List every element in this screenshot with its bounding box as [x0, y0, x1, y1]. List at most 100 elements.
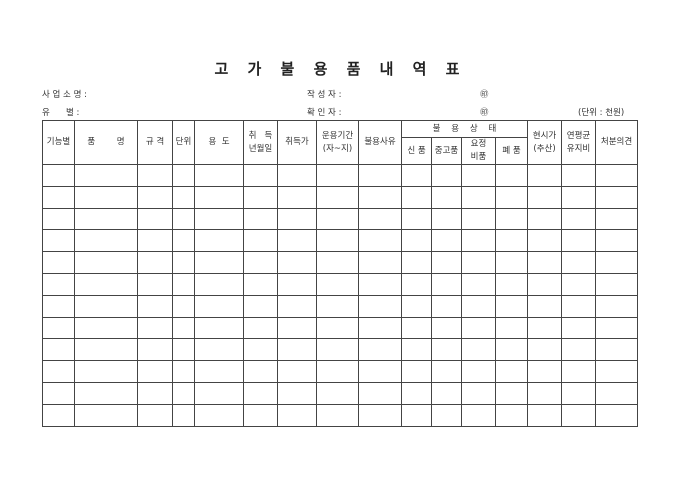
table-cell[interactable] — [137, 294, 173, 318]
table-cell[interactable] — [358, 316, 402, 340]
table-cell[interactable] — [461, 207, 496, 231]
table-cell[interactable] — [243, 272, 278, 296]
table-cell[interactable] — [277, 185, 317, 209]
table-cell[interactable] — [172, 207, 195, 231]
table-cell[interactable] — [527, 251, 563, 274]
table-cell[interactable] — [74, 251, 138, 274]
table-cell[interactable] — [137, 229, 173, 253]
table-cell[interactable] — [243, 338, 278, 362]
table-cell[interactable] — [561, 207, 597, 231]
table-cell[interactable] — [243, 185, 278, 209]
table-cell[interactable] — [561, 164, 597, 187]
table-cell[interactable] — [431, 185, 462, 209]
table-cell[interactable] — [42, 294, 75, 318]
table-cell[interactable] — [461, 381, 496, 405]
table-cell[interactable] — [194, 381, 244, 405]
table-cell[interactable] — [494, 381, 529, 405]
table-cell[interactable] — [172, 316, 195, 340]
table-cell[interactable] — [401, 403, 432, 427]
table-cell[interactable] — [74, 316, 138, 340]
table-cell[interactable] — [401, 251, 432, 274]
table-cell[interactable] — [243, 360, 278, 383]
table-cell[interactable] — [194, 229, 244, 253]
table-cell[interactable] — [172, 251, 195, 274]
table-cell[interactable] — [527, 316, 563, 340]
table-cell[interactable] — [494, 360, 529, 383]
table-cell[interactable] — [316, 294, 359, 318]
table-cell[interactable] — [561, 360, 597, 383]
table-cell[interactable] — [316, 381, 359, 405]
table-cell[interactable] — [527, 403, 563, 427]
table-cell[interactable] — [243, 381, 278, 405]
table-cell[interactable] — [137, 403, 173, 427]
table-cell[interactable] — [137, 360, 173, 383]
table-cell[interactable] — [316, 251, 359, 274]
table-cell[interactable] — [316, 272, 359, 296]
table-cell[interactable] — [401, 229, 432, 253]
table-cell[interactable] — [277, 403, 317, 427]
table-cell[interactable] — [137, 251, 173, 274]
table-cell[interactable] — [527, 381, 563, 405]
table-cell[interactable] — [461, 403, 496, 427]
table-cell[interactable] — [401, 316, 432, 340]
table-cell[interactable] — [595, 164, 639, 187]
table-cell[interactable] — [277, 381, 317, 405]
table-cell[interactable] — [172, 338, 195, 362]
table-cell[interactable] — [431, 294, 462, 318]
table-cell[interactable] — [494, 272, 529, 296]
table-cell[interactable] — [316, 185, 359, 209]
table-cell[interactable] — [74, 338, 138, 362]
table-cell[interactable] — [42, 229, 75, 253]
table-cell[interactable] — [431, 229, 462, 253]
table-cell[interactable] — [277, 338, 317, 362]
table-cell[interactable] — [243, 403, 278, 427]
table-cell[interactable] — [194, 164, 244, 187]
table-cell[interactable] — [431, 403, 462, 427]
table-cell[interactable] — [137, 185, 173, 209]
table-cell[interactable] — [561, 381, 597, 405]
table-cell[interactable] — [401, 272, 432, 296]
table-cell[interactable] — [74, 360, 138, 383]
table-cell[interactable] — [316, 403, 359, 427]
table-cell[interactable] — [461, 251, 496, 274]
table-cell[interactable] — [74, 207, 138, 231]
table-cell[interactable] — [194, 185, 244, 209]
table-cell[interactable] — [277, 316, 317, 340]
table-cell[interactable] — [431, 338, 462, 362]
table-cell[interactable] — [494, 251, 529, 274]
table-cell[interactable] — [561, 294, 597, 318]
table-cell[interactable] — [401, 338, 432, 362]
table-cell[interactable] — [42, 164, 75, 187]
table-cell[interactable] — [194, 403, 244, 427]
table-cell[interactable] — [461, 338, 496, 362]
table-cell[interactable] — [277, 294, 317, 318]
table-cell[interactable] — [595, 338, 639, 362]
table-cell[interactable] — [42, 338, 75, 362]
table-cell[interactable] — [595, 251, 639, 274]
table-cell[interactable] — [595, 381, 639, 405]
table-cell[interactable] — [316, 338, 359, 362]
table-cell[interactable] — [74, 229, 138, 253]
table-cell[interactable] — [595, 229, 639, 253]
table-cell[interactable] — [431, 360, 462, 383]
table-cell[interactable] — [595, 185, 639, 209]
table-cell[interactable] — [401, 185, 432, 209]
table-cell[interactable] — [172, 403, 195, 427]
table-cell[interactable] — [42, 316, 75, 340]
table-cell[interactable] — [358, 294, 402, 318]
table-cell[interactable] — [137, 381, 173, 405]
table-cell[interactable] — [595, 316, 639, 340]
table-cell[interactable] — [42, 207, 75, 231]
table-cell[interactable] — [401, 381, 432, 405]
table-cell[interactable] — [316, 164, 359, 187]
table-cell[interactable] — [494, 403, 529, 427]
table-cell[interactable] — [527, 338, 563, 362]
table-cell[interactable] — [316, 316, 359, 340]
table-cell[interactable] — [561, 185, 597, 209]
table-cell[interactable] — [494, 294, 529, 318]
table-cell[interactable] — [243, 316, 278, 340]
table-cell[interactable] — [358, 251, 402, 274]
table-cell[interactable] — [243, 294, 278, 318]
table-cell[interactable] — [277, 164, 317, 187]
table-cell[interactable] — [42, 185, 75, 209]
